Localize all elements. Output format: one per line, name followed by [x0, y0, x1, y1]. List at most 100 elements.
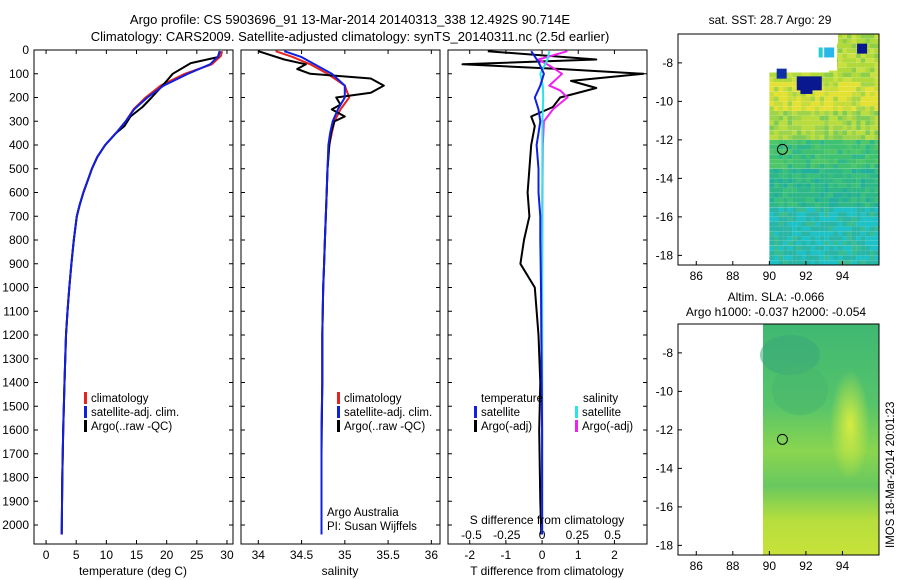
sst-cell	[842, 77, 848, 82]
sst-cell	[847, 202, 852, 208]
sst-cell	[810, 221, 816, 227]
sst-cell	[783, 96, 788, 102]
sst-cell	[860, 207, 866, 212]
map-x-tick-label: 88	[726, 559, 740, 573]
sst-cell	[851, 120, 857, 126]
sst-cell	[833, 178, 838, 184]
sst-cell	[819, 231, 825, 236]
sst-cell	[769, 101, 775, 107]
sst-cell	[842, 106, 848, 111]
sst-cell	[805, 236, 811, 241]
sst-cell	[796, 255, 802, 261]
sst-cell	[847, 62, 852, 68]
sst-cell	[796, 91, 802, 97]
sst-cell	[824, 159, 829, 164]
alt-low-anomaly-2	[772, 365, 828, 415]
sst-cell	[815, 197, 820, 203]
sst-cell	[778, 77, 784, 82]
sst-cell	[796, 188, 802, 193]
sst-cell	[837, 101, 843, 107]
sst-cell	[837, 163, 843, 169]
sst-cell	[773, 101, 779, 107]
sst-cell	[856, 154, 861, 159]
sst-cell	[792, 154, 797, 159]
sst-cell	[828, 101, 834, 107]
legend-t-satellite: satellite	[481, 407, 520, 419]
sst-cell	[792, 72, 797, 78]
x-tick-label: 30	[220, 548, 234, 562]
salinity-xlabel: salinity	[322, 564, 359, 578]
sst-cell	[805, 120, 811, 126]
sst-cell	[805, 202, 811, 208]
map-y-tick-label: -8	[662, 346, 673, 360]
sst-cell	[874, 221, 879, 227]
sst-cell	[865, 106, 870, 111]
sst-cell	[783, 202, 788, 208]
sst-cell	[842, 149, 848, 155]
sst-cell	[851, 168, 857, 174]
sst-cell	[847, 72, 852, 78]
sst-cell	[869, 188, 875, 193]
sst-cell	[842, 34, 848, 39]
sst-cell	[819, 139, 825, 145]
sst-cell	[824, 120, 829, 126]
sst-cell	[810, 144, 816, 150]
legend-swatch-s-argo	[575, 420, 578, 432]
sst-cell	[828, 202, 834, 208]
sst-cell	[865, 173, 870, 179]
sst-cell	[792, 149, 797, 155]
sst-cell	[801, 255, 806, 261]
sst-cell	[778, 236, 784, 241]
sst-cell	[805, 168, 811, 174]
sst-cell	[778, 188, 784, 193]
sst-cell	[778, 86, 784, 92]
sst-cell	[805, 130, 811, 135]
sst-cell	[828, 154, 834, 159]
map-x-tick-label: 90	[763, 559, 777, 573]
sst-cell	[778, 197, 784, 203]
sst-cell	[842, 226, 848, 232]
sst-cell	[842, 163, 848, 169]
sst-cell	[874, 188, 879, 193]
sst-cell	[865, 178, 870, 184]
sst-cell	[796, 197, 802, 203]
sst-cell	[856, 130, 861, 135]
sst-cell	[819, 120, 825, 126]
sst-cell	[773, 168, 779, 174]
salinity-legend: climatology satellite-adj. clim. Argo(..…	[327, 392, 432, 533]
sst-cell	[824, 86, 829, 92]
sst-cell	[783, 159, 788, 164]
sst-cell	[819, 154, 825, 159]
sst-cell	[842, 255, 848, 261]
sst-cell	[805, 72, 811, 78]
sst-cell	[787, 106, 793, 111]
sst-cell	[856, 38, 861, 44]
sst-cell	[796, 101, 802, 107]
map-y-tick-label: -10	[656, 384, 674, 398]
sst-cell	[796, 72, 802, 78]
sst-cell	[787, 188, 793, 193]
sst-cell	[837, 34, 843, 39]
sst-cell	[801, 168, 806, 174]
sst-cell	[874, 236, 879, 241]
sst-cell	[819, 106, 825, 111]
sst-cell	[874, 43, 879, 49]
sst-cell	[860, 154, 866, 159]
sst-cell	[792, 212, 797, 217]
sst-cell	[787, 72, 793, 78]
sst-cell	[847, 111, 852, 116]
sst-cell	[778, 255, 784, 261]
sst-cell	[865, 67, 870, 73]
sst-cell	[778, 111, 784, 116]
sst-cell	[787, 125, 793, 131]
sst-cell	[860, 163, 866, 169]
sst-cell	[783, 77, 788, 82]
sst-cell	[796, 106, 802, 111]
sst-cell	[869, 245, 875, 251]
sst-cell	[778, 212, 784, 217]
sst-cell	[787, 115, 793, 121]
sst-cell	[773, 216, 779, 222]
sst-cell	[851, 216, 857, 222]
sst-cell	[837, 154, 843, 159]
sst-cell	[815, 144, 820, 150]
